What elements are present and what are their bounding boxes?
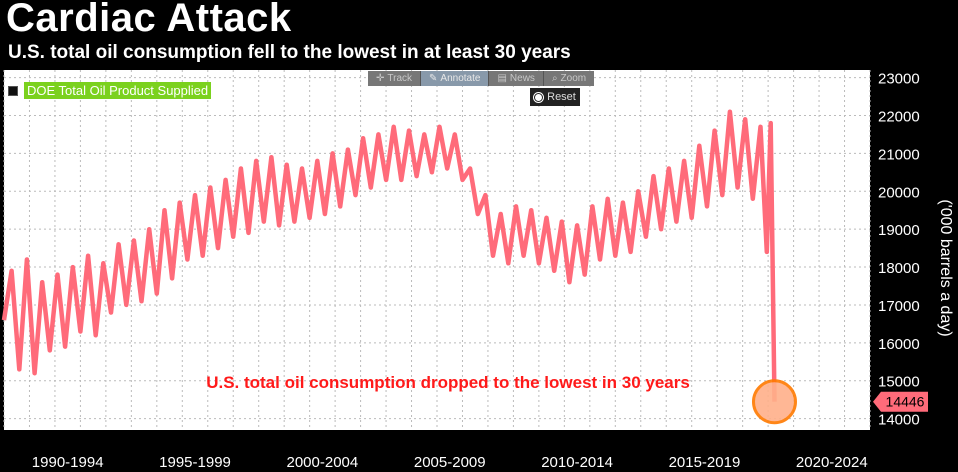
reset-label: Reset [547, 91, 576, 103]
track-button[interactable]: ✛ Track [368, 71, 422, 86]
pencil-icon: ✎ [429, 73, 438, 84]
x-tick-label: 2010-2014 [541, 454, 613, 471]
x-tick-label: 2020-2024 [796, 454, 868, 471]
x-tick-label: 1990-1994 [32, 454, 104, 471]
chart-title: Cardiac Attack [6, 0, 292, 40]
legend-label[interactable]: DOE Total Oil Product Supplied [24, 82, 212, 99]
y-tick-label: 20000 [878, 184, 920, 201]
y-tick-label: 18000 [878, 260, 920, 277]
last-value-tag [873, 391, 928, 412]
news-icon: ▤ [497, 73, 507, 84]
y-axis-label: ('000 barrels a day) [937, 199, 954, 336]
zoom-button[interactable]: ⌕ Zoom [544, 71, 594, 86]
news-button[interactable]: ▤ News [489, 71, 544, 86]
legend-swatch [8, 85, 18, 96]
annotate-button[interactable]: ✎ Annotate [421, 71, 490, 86]
track-label: Track [387, 73, 413, 84]
news-label: News [509, 73, 535, 84]
y-tick-label: 14000 [878, 412, 920, 429]
y-tick-label: 19000 [878, 222, 920, 239]
y-tick-label: 23000 [878, 71, 920, 88]
legend: DOE Total Oil Product Supplied [8, 82, 212, 99]
y-tick-label: 17000 [878, 298, 920, 315]
line-chart: 14000 15000 16000 17000 18000 19000 20000 21000… [1, 70, 954, 471]
magnifier-icon: ⌕ [551, 73, 558, 84]
reset-button[interactable]: Reset [530, 88, 580, 106]
radio-dot-icon [534, 92, 544, 102]
x-tick-label: 2015-2019 [669, 454, 741, 471]
x-tick-label: 1995-1999 [159, 454, 231, 471]
y-tick-label: 22000 [878, 108, 920, 125]
last-value-label: 14446 [886, 394, 925, 410]
chart-toolbar: ✛ Track ✎ Annotate ▤ News ⌕ Zoom [368, 71, 595, 86]
zoom-label: Zoom [560, 73, 587, 84]
annotate-label: Annotate [440, 73, 481, 84]
annotation-text: U.S. total oil consumption dropped to th… [206, 373, 690, 392]
low-point-marker [751, 379, 797, 425]
crosshair-icon: ✛ [376, 73, 385, 84]
y-tick-label: 21000 [878, 146, 920, 163]
y-tick-label: 16000 [878, 336, 920, 353]
x-tick-label: 2005-2009 [414, 454, 486, 471]
x-tick-label: 2000-2004 [287, 454, 359, 471]
series-line-oil-consumption [1, 109, 777, 402]
chart-subtitle: U.S. total oil consumption fell to the l… [8, 42, 571, 63]
chart-area: 14000 15000 16000 17000 18000 19000 20000 21000… [0, 68, 958, 472]
y-tick-label: 15000 [878, 374, 920, 391]
